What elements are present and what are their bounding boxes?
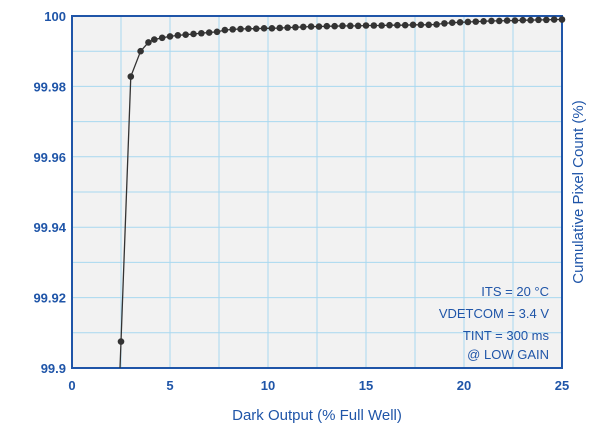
data-point: [315, 23, 323, 30]
data-point: [448, 19, 456, 26]
y-tick-label: 99.9: [41, 361, 66, 376]
data-point: [221, 26, 229, 34]
y-axis-title: Cumulative Pixel Count (%): [570, 100, 587, 283]
data-point: [307, 23, 315, 30]
data-point: [151, 36, 158, 43]
data-point: [292, 23, 299, 31]
data-point: [158, 34, 166, 42]
data-point: [495, 17, 503, 25]
y-tick-label: 99.96: [33, 150, 66, 165]
data-point: [137, 47, 144, 55]
annotation-its: ITS = 20 °C: [481, 284, 549, 299]
data-point: [237, 25, 244, 33]
data-point: [190, 30, 197, 38]
data-point: [252, 25, 260, 32]
x-tick-label: 5: [166, 378, 173, 393]
y-tick-label: 99.92: [33, 291, 66, 306]
data-point: [472, 18, 480, 25]
data-point: [370, 22, 378, 29]
data-point: [550, 16, 558, 23]
data-point: [362, 22, 370, 29]
data-point: [378, 22, 385, 29]
data-point: [480, 17, 487, 25]
data-point: [213, 28, 221, 36]
x-axis-title: Dark Output (% Full Well): [232, 407, 402, 424]
data-point: [527, 16, 534, 24]
x-tick-label: 10: [261, 378, 275, 393]
data-point: [401, 21, 409, 29]
x-axis-ticks: 0 5 10 15 20 25: [68, 378, 569, 393]
data-point: [205, 29, 213, 36]
data-point: [268, 25, 276, 32]
data-point: [299, 23, 307, 31]
annotation-gain: @ LOW GAIN: [467, 347, 549, 362]
series-line: [119, 18, 562, 369]
x-tick-label: 0: [68, 378, 75, 393]
data-point: [198, 29, 205, 37]
data-point: [519, 16, 527, 24]
data-point: [166, 33, 174, 40]
data-point: [558, 16, 566, 23]
annotation-box: ITS = 20 °C VDETCOM = 3.4 V TINT = 300 m…: [439, 284, 550, 362]
x-tick-label: 15: [359, 378, 373, 393]
data-point: [417, 21, 425, 29]
data-point: [229, 26, 237, 33]
y-tick-label: 99.98: [33, 79, 66, 94]
data-point: [276, 24, 284, 32]
x-tick-label: 20: [457, 378, 471, 393]
data-point: [464, 18, 472, 26]
data-point: [339, 22, 346, 30]
data-point: [386, 21, 393, 29]
data-point: [127, 73, 135, 80]
data-point: [174, 32, 182, 39]
grid: [72, 16, 562, 368]
data-point: [535, 16, 542, 24]
data-point: [441, 20, 448, 27]
x-tick-label: 25: [555, 378, 569, 393]
data-point: [409, 21, 417, 29]
data-point: [488, 17, 495, 25]
data-point: [433, 21, 440, 28]
data-point: [394, 21, 401, 29]
plot-frame: [71, 15, 563, 369]
data-point: [456, 19, 464, 26]
annotation-vdetcom: VDETCOM = 3.4 V: [439, 306, 549, 321]
data-point: [331, 22, 338, 30]
data-point: [182, 31, 189, 38]
data-point: [347, 22, 354, 30]
data-point: [245, 25, 252, 32]
data-point: [323, 22, 331, 30]
data-point: [503, 17, 511, 24]
data-point: [511, 17, 519, 24]
data-point: [543, 16, 550, 24]
y-tick-label: 100: [44, 9, 66, 24]
data-point: [284, 24, 291, 31]
y-tick-label: 99.94: [33, 220, 66, 235]
annotation-tint: TINT = 300 ms: [463, 328, 550, 343]
data-point: [260, 25, 268, 32]
data-point: [117, 338, 125, 345]
data-point: [425, 21, 433, 29]
y-axis-ticks: 100 99.98 99.96 99.94 99.92 99.9: [33, 9, 66, 376]
series: [117, 16, 566, 369]
data-point: [145, 39, 152, 46]
data-point: [354, 22, 362, 30]
